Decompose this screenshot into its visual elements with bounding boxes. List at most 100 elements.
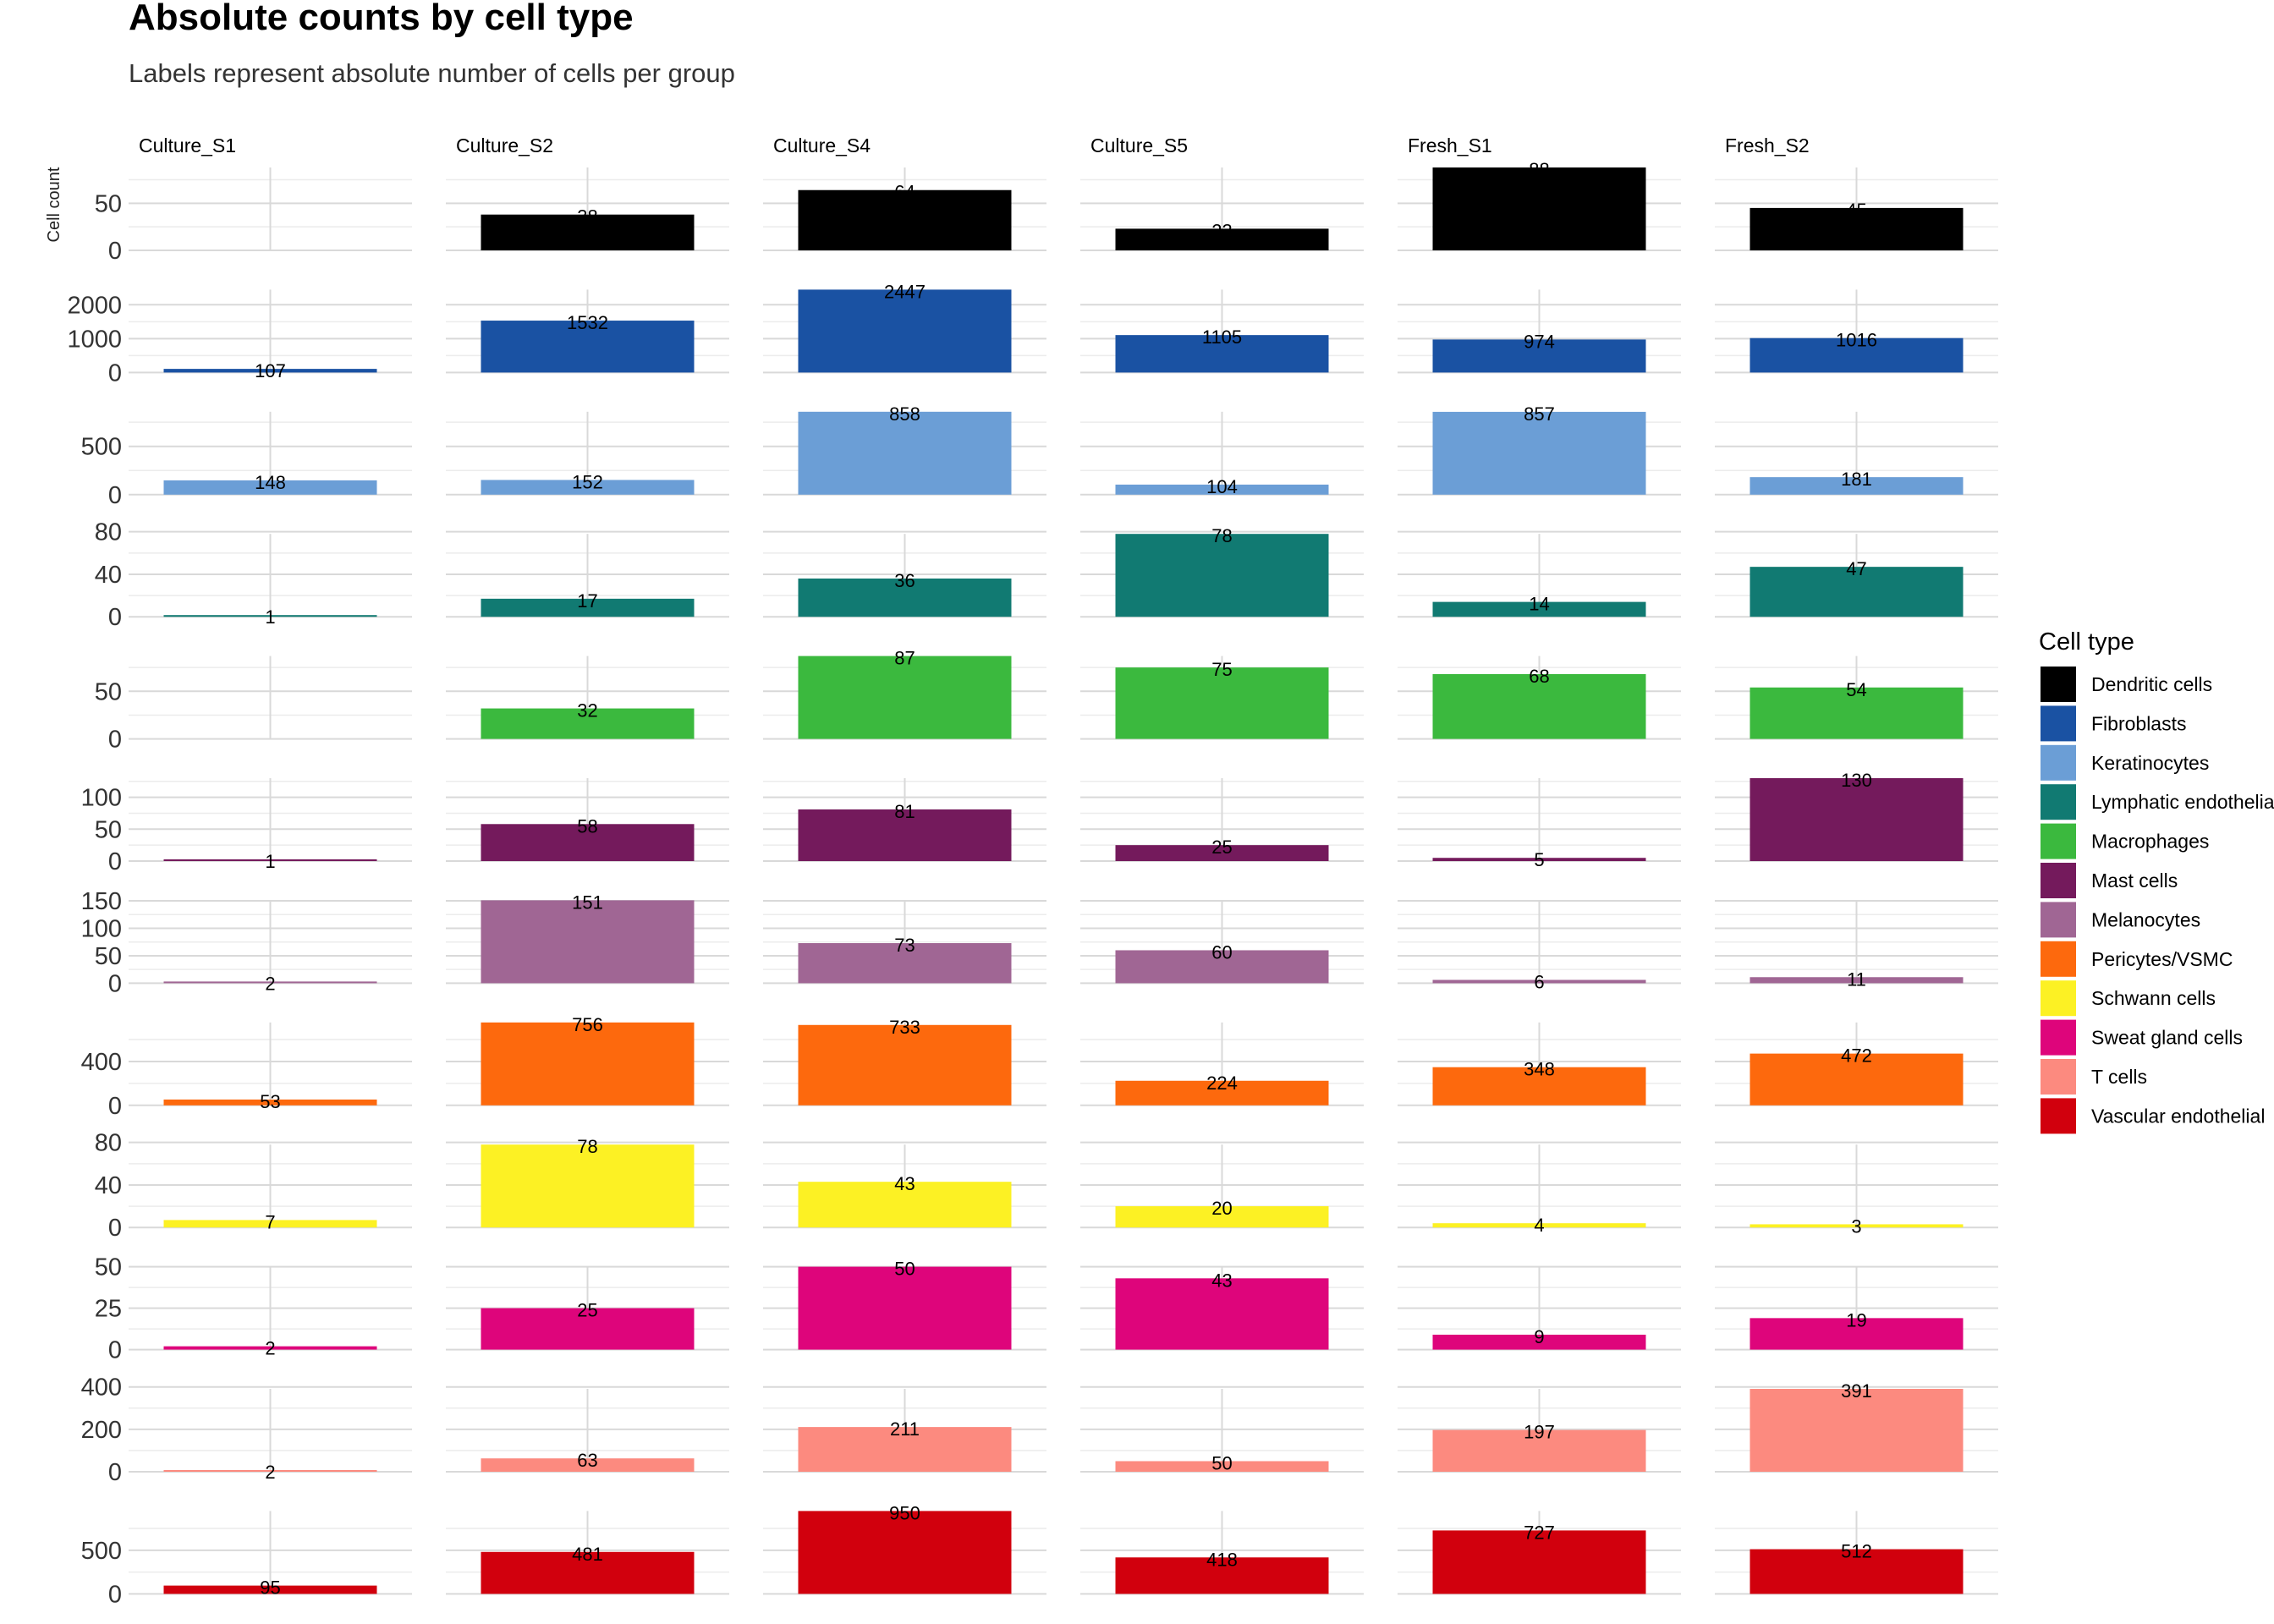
facet-panel: 6 xyxy=(1398,900,1681,993)
facet-panel: 50 xyxy=(763,1259,1046,1351)
bar xyxy=(163,480,377,495)
bar xyxy=(481,598,695,617)
y-tick-label: 150 xyxy=(81,888,122,915)
bar xyxy=(1115,484,1329,495)
bar xyxy=(481,480,695,495)
y-tick-label: 25 xyxy=(95,1296,122,1323)
legend-entry: Pericytes/VSMC xyxy=(2091,948,2233,970)
facet-panel: 418 xyxy=(1080,1511,1364,1595)
facet-panel: 47 xyxy=(1715,530,1998,618)
bar-value-label: 5 xyxy=(1534,849,1544,870)
legend-title: Cell type xyxy=(2039,628,2134,656)
bar xyxy=(1432,1223,1646,1228)
y-tick-label: 50 xyxy=(95,190,122,217)
bar-value-label: 2447 xyxy=(884,281,926,302)
bar-value-label: 2 xyxy=(265,1338,275,1359)
legend: Cell type Dendritic cells Fibroblasts Kera… xyxy=(2039,628,2274,1134)
bar xyxy=(1749,337,1964,373)
bar xyxy=(798,1024,1012,1106)
facet-panel: 73 xyxy=(763,900,1046,985)
y-tick-label: 50 xyxy=(95,943,122,970)
bar-value-label: 104 xyxy=(1206,476,1238,497)
bar xyxy=(163,1346,377,1350)
facet-panel: 4 xyxy=(1398,1141,1681,1236)
bar-value-label: 348 xyxy=(1524,1059,1555,1080)
bar xyxy=(1115,667,1329,739)
facet-panel: 17 xyxy=(446,530,729,618)
facet-panel: 75 xyxy=(1080,656,1364,740)
bar xyxy=(1432,674,1646,739)
legend-entry: Fibroblasts xyxy=(2091,712,2186,734)
bar-value-label: 974 xyxy=(1524,331,1555,352)
bar-value-label: 45 xyxy=(1846,200,1866,221)
facet-panel: 63 xyxy=(446,1385,729,1473)
bar-value-label: 73 xyxy=(894,935,915,956)
bar xyxy=(1432,411,1646,495)
bar xyxy=(1115,534,1329,617)
bar xyxy=(163,1220,377,1228)
bar-value-label: 53 xyxy=(260,1091,280,1112)
y-tick-label: 80 xyxy=(95,1130,122,1157)
chart-subtitle: Labels represent absolute number of cell… xyxy=(129,58,735,88)
bar-value-label: 25 xyxy=(1211,837,1232,858)
facet-panel: 733 xyxy=(763,1017,1046,1106)
facet-panel: 727 xyxy=(1398,1511,1681,1595)
facet-panel: 858 xyxy=(763,403,1046,496)
facet-panel: 78 xyxy=(446,1136,729,1229)
bar-value-label: 727 xyxy=(1524,1522,1555,1543)
facet-panel: 7 xyxy=(129,1141,412,1232)
bar-value-label: 7 xyxy=(265,1211,275,1232)
bar xyxy=(798,1511,1012,1594)
bar xyxy=(1432,858,1646,861)
facet-panel: 1 xyxy=(129,530,412,628)
facet-panel: 950 xyxy=(763,1502,1046,1595)
facet-panel: 211 xyxy=(763,1385,1046,1473)
bar-value-label: 733 xyxy=(889,1017,920,1038)
legend-entry: Sweat gland cells xyxy=(2091,1027,2243,1049)
bar xyxy=(1115,1557,1329,1594)
bar xyxy=(798,1427,1012,1472)
bar xyxy=(481,1551,695,1594)
bar-value-label: 68 xyxy=(1529,666,1549,687)
legend-entry: Mast cells xyxy=(2091,870,2178,892)
bar-value-label: 43 xyxy=(894,1173,915,1194)
facet-panel xyxy=(129,656,412,740)
bar-value-label: 857 xyxy=(1524,403,1555,425)
facet-panel: 43 xyxy=(763,1141,1046,1229)
facet-panel: 2 xyxy=(129,1385,412,1483)
bar xyxy=(163,981,377,984)
bar-value-label: 50 xyxy=(1211,1452,1232,1473)
bar-value-label: 25 xyxy=(577,1300,597,1321)
y-tick-label: 50 xyxy=(95,678,122,705)
facet-panel: 152 xyxy=(446,411,729,496)
bar-value-label: 20 xyxy=(1211,1198,1232,1219)
facet-panel: 88 xyxy=(1398,159,1681,251)
bar xyxy=(481,1308,695,1350)
legend-entry: Keratinocytes xyxy=(2091,752,2209,774)
facet-panel: 756 xyxy=(446,1014,729,1106)
facet-panel: 81 xyxy=(763,778,1046,862)
bar-value-label: 75 xyxy=(1211,659,1232,680)
facet-panel: 974 xyxy=(1398,289,1681,374)
bar xyxy=(163,1099,377,1106)
bar xyxy=(481,708,695,739)
facet-panel: 23 xyxy=(1080,167,1364,251)
legend-entry: Schwann cells xyxy=(2091,987,2216,1009)
bar xyxy=(481,1022,695,1106)
bar xyxy=(1749,1389,1964,1472)
bar-value-label: 95 xyxy=(260,1577,280,1599)
facet-panel: 2 xyxy=(129,900,412,994)
y-tick-label: 0 xyxy=(108,1337,122,1364)
bar-value-label: 78 xyxy=(577,1136,597,1157)
legend-swatch xyxy=(2041,705,2076,742)
facet-panel: 181 xyxy=(1715,411,1998,496)
facet-panel: 1016 xyxy=(1715,289,1998,374)
facet-header: Culture_S5 xyxy=(1090,134,1188,156)
bar-value-label: 472 xyxy=(1841,1045,1872,1067)
legend-swatch xyxy=(2041,863,2076,898)
bar-value-label: 1 xyxy=(265,606,275,628)
legend-swatch xyxy=(2041,1059,2076,1095)
bar-value-label: 858 xyxy=(889,403,920,425)
facet-panel: 43 xyxy=(1080,1265,1364,1351)
